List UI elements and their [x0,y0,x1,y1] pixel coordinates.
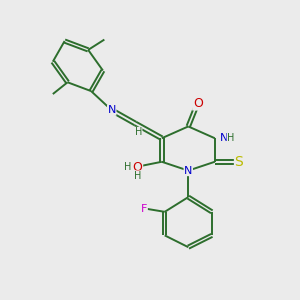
Text: F: F [141,204,147,214]
Text: O: O [133,160,142,174]
Text: N: N [220,133,229,143]
Text: H: H [134,171,141,181]
Text: N: N [184,166,193,176]
Text: H: H [227,133,235,143]
Text: N: N [107,105,116,115]
Text: O: O [193,97,202,110]
Text: H: H [124,162,132,172]
Text: H: H [134,127,142,137]
Text: S: S [235,155,243,169]
